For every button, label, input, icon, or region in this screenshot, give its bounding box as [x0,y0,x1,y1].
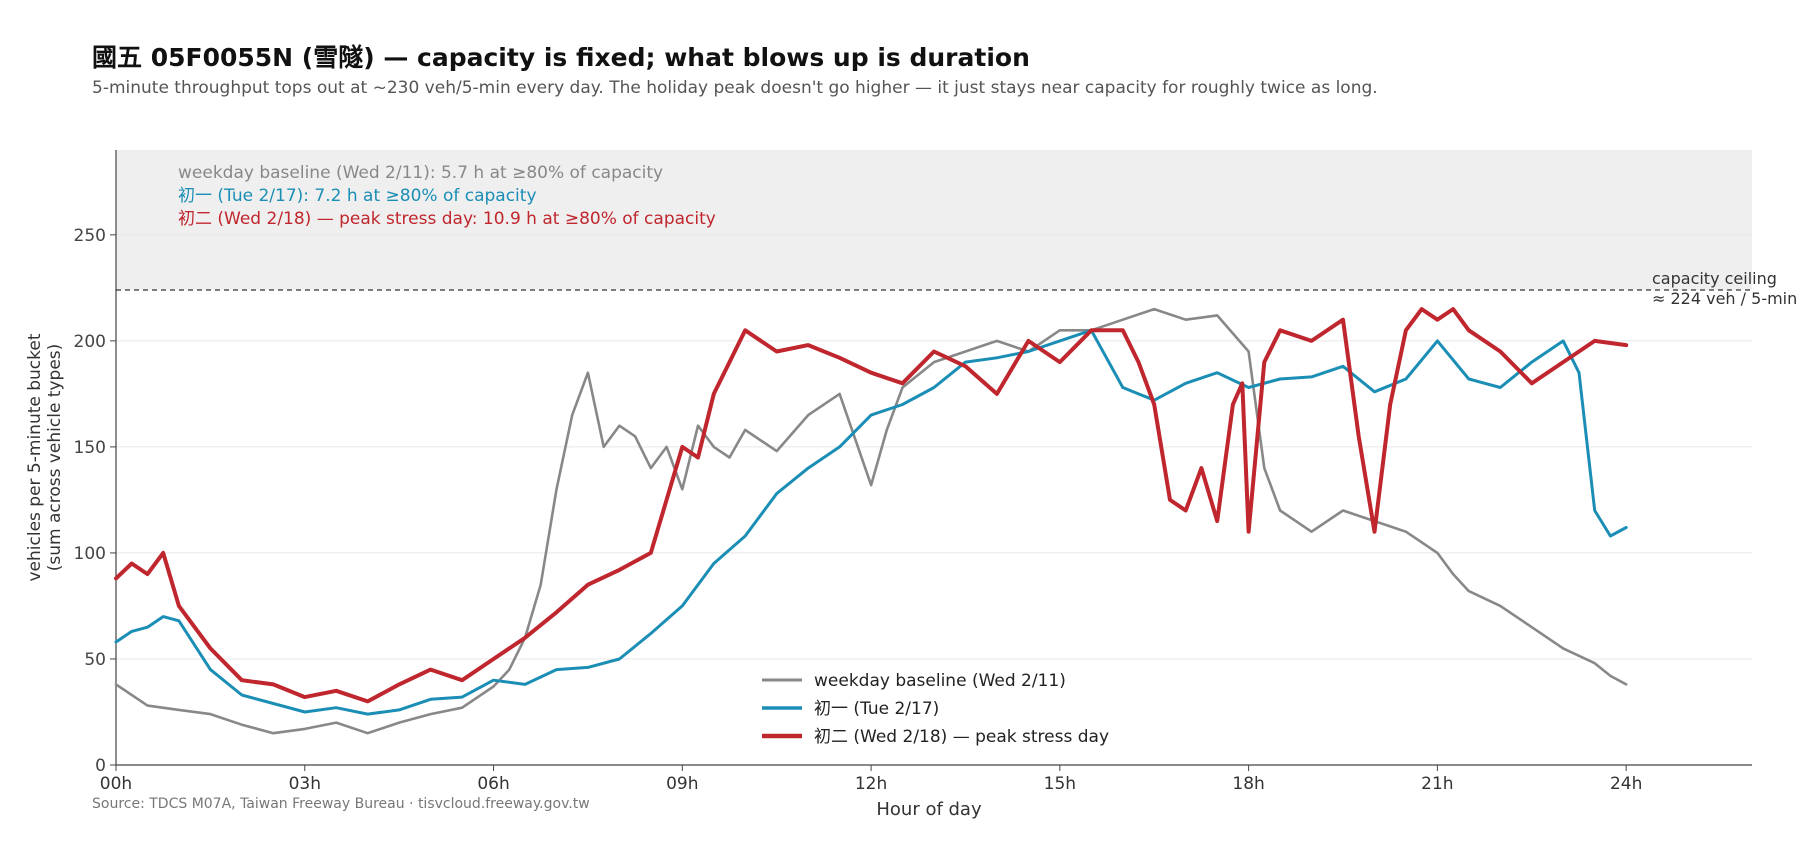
x-axis-label: Hour of day [876,799,982,820]
x-tick-label: 18h [1232,774,1264,794]
y-axis-sublabel: (sum across vehicle types) [45,344,65,572]
series-line-chuyi [114,328,1628,716]
source-note: Source: TDCS M07A, Taiwan Freeway Bureau… [92,796,590,812]
y-tick-label: 0 [95,756,106,776]
y-tick-label: 150 [74,438,106,458]
x-tick-label: 24h [1610,774,1642,794]
x-tick-label: 06h [477,774,509,794]
x-tick-label: 21h [1421,774,1453,794]
x-tick-label: 09h [666,774,698,794]
chart-subtitle: 5-minute throughput tops out at ~230 veh… [92,78,1378,98]
y-tick-label: 200 [74,332,106,352]
y-tick-label: 100 [74,544,106,564]
y-tick-label: 250 [74,226,106,246]
y-tick-label: 50 [84,650,106,670]
series-line-chuer [114,307,1629,704]
annotation-chuyi: 初一 (Tue 2/17): 7.2 h at ≥80% of capacity [178,186,537,206]
annotation-chuer: 初二 (Wed 2/18) — peak stress day: 10.9 h … [178,209,716,229]
chart-title: 國五 05F0055N (雪隧) — capacity is fixed; wh… [92,43,1030,72]
x-tick-label: 00h [100,774,132,794]
legend-label-weekday: weekday baseline (Wed 2/11) [814,671,1066,691]
annotation-weekday: weekday baseline (Wed 2/11): 5.7 h at ≥8… [178,163,663,183]
legend-label-chuer: 初二 (Wed 2/18) — peak stress day [814,727,1109,747]
x-tick-label: 15h [1044,774,1076,794]
capacity-value-label: ≈ 224 veh / 5-min [1652,289,1797,308]
capacity-label: capacity ceiling [1652,269,1777,288]
legend-label-chuyi: 初一 (Tue 2/17) [814,699,939,719]
x-tick-label: 03h [289,774,321,794]
above-capacity-band [116,150,1752,290]
x-tick-label: 12h [855,774,887,794]
series-line-weekday [114,307,1628,735]
y-axis-label: vehicles per 5-minute bucket [25,333,45,581]
